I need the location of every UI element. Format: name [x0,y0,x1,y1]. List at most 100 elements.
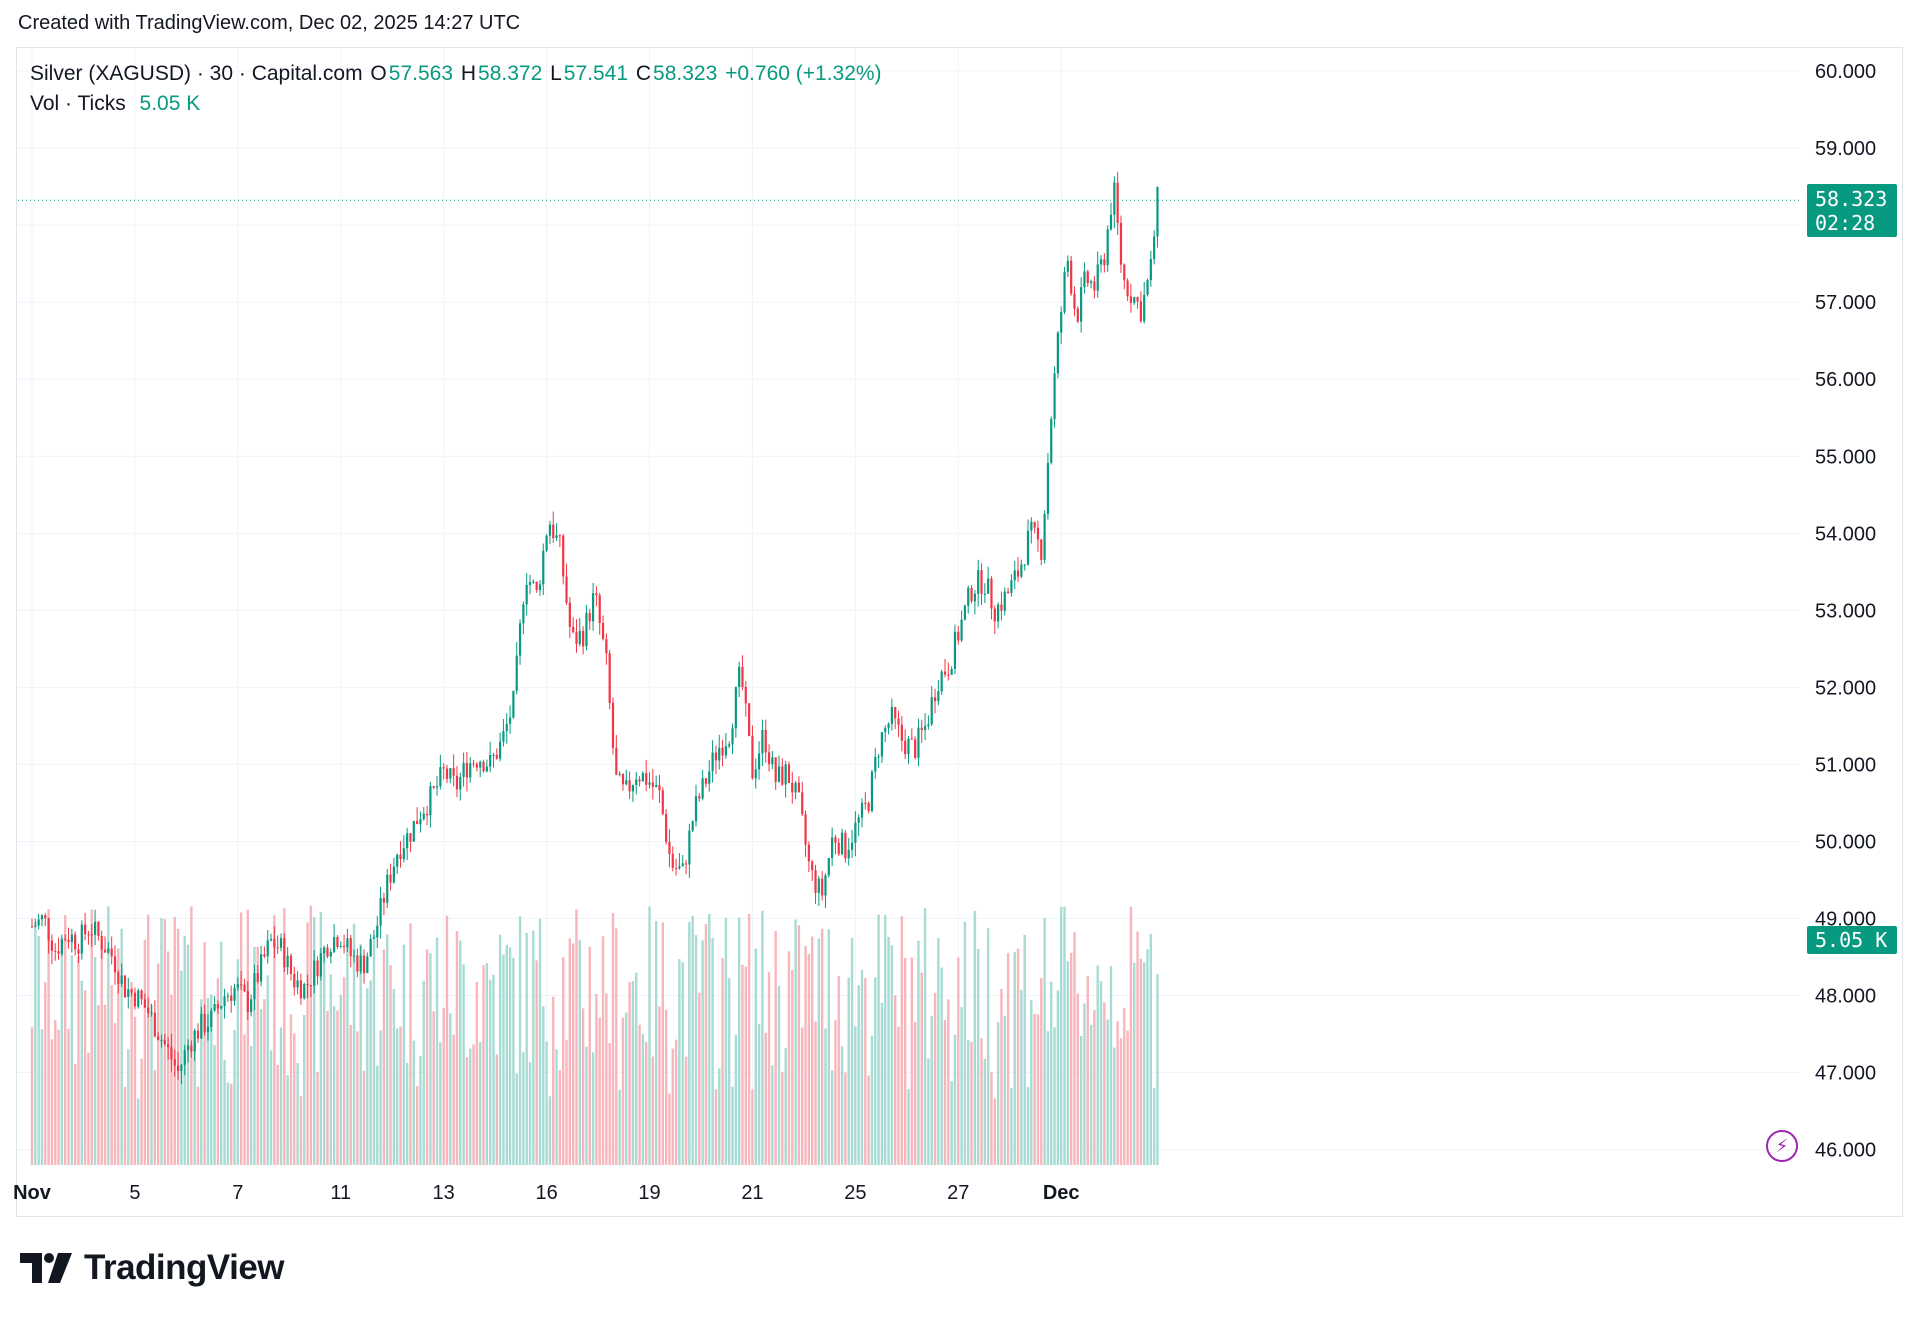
volume-bar [1006,952,1010,1165]
volume-bar [781,1071,784,1165]
candle-body [1030,521,1033,531]
volume-bar [107,906,110,1165]
volume-bar [34,921,37,1165]
candle-body [575,632,578,644]
volume-bar [313,916,316,1165]
candle-body [645,773,648,785]
candle-body [804,814,807,845]
volume-bar [1000,988,1003,1165]
volume-bar [396,1028,399,1165]
volume-bar [83,990,87,1165]
candle-body [196,1030,200,1039]
candle-body [319,953,322,977]
candle-body [1086,271,1089,284]
y-tick-label: 52.000 [1815,677,1876,699]
volume-bar [143,939,147,1165]
candle-body [562,535,565,577]
volume-bar [399,1026,402,1165]
candle-body [1070,260,1073,294]
x-tick-label: 21 [741,1182,763,1204]
candle-body [1010,580,1013,594]
candle-body [1096,264,1099,291]
volume-bar [1093,1009,1096,1165]
candle-body [303,983,306,999]
volume-bar [279,1027,283,1165]
candle-body [897,718,900,725]
candle-body [183,1050,186,1065]
volume-bar [870,1035,874,1165]
candle-body [462,762,465,777]
volume-bar [147,914,150,1165]
volume-bar [737,917,741,1165]
volume-bar [220,941,223,1165]
candle-body [1063,271,1066,312]
candle-body [1156,186,1159,237]
volume-bar [1156,974,1159,1165]
volume-bar [332,1005,336,1165]
volume-bar [518,916,522,1165]
symbol-title[interactable]: Silver (XAGUSD) · 30 · Capital.com [30,62,363,85]
volume-label[interactable]: Vol · Ticks [30,92,126,115]
volume-bar [512,957,515,1165]
candle-body [953,631,957,669]
volume-bar [1053,1027,1056,1165]
volume-bar [568,938,572,1165]
x-tick-label: 5 [129,1182,140,1204]
candle-body [595,593,598,596]
volume-bar [1056,990,1060,1165]
candle-body [940,671,943,692]
volume-bar [263,999,266,1165]
candle-body [429,786,432,816]
candle-body [326,947,329,957]
candle-body [93,921,97,935]
candle-body [273,938,276,948]
volume-bar [714,1089,718,1165]
candle-body [276,947,279,949]
volume-bar [412,1040,415,1165]
volume-bar [336,1010,339,1165]
volume-bar [1146,949,1149,1165]
tradingview-logo[interactable]: TradingView [20,1248,285,1288]
volume-bar [293,1033,296,1165]
candle-body [283,938,286,968]
volume-bar [674,1039,678,1165]
candle-body [728,744,731,747]
lightning-icon[interactable]: ⚡ [1766,1130,1798,1162]
volume-bar [708,913,711,1165]
candle-body [342,945,346,948]
candle-body [751,735,754,779]
candle-body [1129,296,1133,303]
candle-body [827,858,830,876]
candle-body [1020,564,1023,577]
volume-bar [651,1056,655,1165]
volume-bar [864,977,867,1165]
volume-bar [1030,1000,1033,1165]
volume-bar [226,1082,230,1165]
volume-bar [266,975,269,1165]
candle-body [688,830,691,865]
candle-body [787,764,791,783]
volume-bar [535,960,538,1165]
candle-body [1003,591,1006,611]
candle-body [718,747,721,761]
candle-body [160,1039,163,1041]
candle-body [1033,521,1036,528]
candle-body [930,697,933,725]
candle-body [618,773,621,775]
volume-bar [515,1073,518,1165]
x-tick-label: 25 [844,1182,866,1204]
volume-bar [1046,1031,1050,1165]
volume-bar [761,910,764,1165]
volume-bar [402,944,406,1165]
candle-body [1109,214,1113,230]
volume-bar [957,957,960,1165]
volume-bar [1013,951,1016,1165]
volume-bar [442,1008,445,1165]
candle-body [1126,280,1129,297]
volume-bar [100,942,103,1165]
volume-bar [1089,1024,1093,1165]
volume-bar [631,981,635,1165]
candle-body [880,732,884,757]
candle-body [565,576,568,603]
